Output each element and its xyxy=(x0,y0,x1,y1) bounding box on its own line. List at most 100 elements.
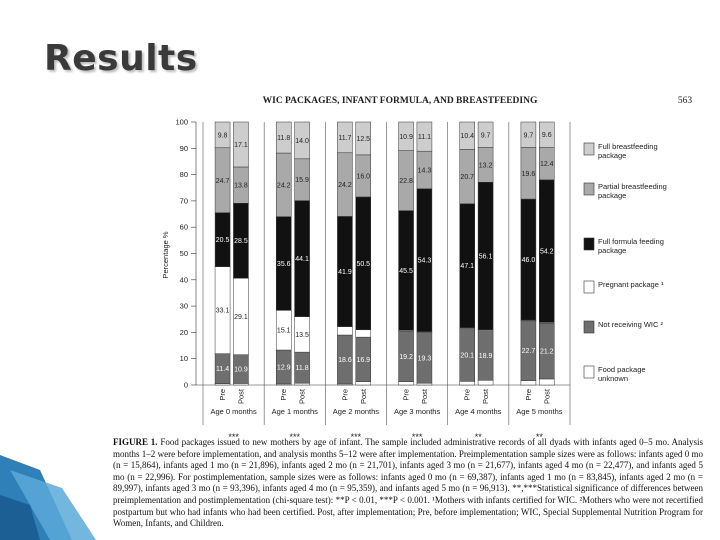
bar-segment xyxy=(539,121,555,148)
value-label: 9.6 xyxy=(542,132,552,139)
y-tick-label: 100 xyxy=(175,118,188,127)
y-tick-label: 30 xyxy=(180,302,188,311)
value-label: 28.5 xyxy=(234,238,248,245)
bar-segment xyxy=(275,121,292,154)
bar-segment xyxy=(294,382,310,386)
x-tick-label: Post xyxy=(481,388,490,404)
value-label: 20.7 xyxy=(460,174,474,181)
x-tick-label: Pre xyxy=(463,389,472,401)
bar-segment xyxy=(416,121,433,152)
legend-swatch xyxy=(583,280,595,294)
value-label: 29.1 xyxy=(234,314,248,321)
value-label: 15.1 xyxy=(277,328,291,335)
value-label: 14.3 xyxy=(418,167,432,174)
bar-segment xyxy=(214,121,231,149)
bar-segment xyxy=(520,121,537,148)
value-label: 11.4 xyxy=(216,366,229,373)
legend-swatch xyxy=(583,365,595,379)
value-label: 24.2 xyxy=(338,182,352,189)
legend-label: Full formula feeding package xyxy=(598,237,664,255)
value-label: 18.9 xyxy=(479,353,493,360)
value-label: 16.0 xyxy=(356,173,370,180)
value-label: 14.0 xyxy=(295,138,309,145)
bar-segment xyxy=(337,121,353,154)
figure-label: FIGURE 1. xyxy=(113,437,158,447)
value-label: 44.1 xyxy=(295,256,309,263)
legend-swatch xyxy=(583,320,595,334)
value-label: 12.5 xyxy=(356,136,370,143)
page-number: 563 xyxy=(678,96,693,106)
value-label: 11.8 xyxy=(277,135,290,142)
bar-segment xyxy=(355,329,372,338)
bar-segment xyxy=(398,121,414,151)
value-label: 35.6 xyxy=(277,261,291,268)
significance-label: *** xyxy=(351,432,362,442)
significance-label: ** xyxy=(536,432,544,442)
legend-label: Partial breastfeeding package xyxy=(598,182,667,200)
value-label: 18.6 xyxy=(338,357,352,364)
value-label: 24.7 xyxy=(216,178,230,185)
value-label: 20.5 xyxy=(216,237,230,244)
value-label: 19.2 xyxy=(399,354,413,361)
value-label: 41.9 xyxy=(338,269,352,276)
legend-swatch xyxy=(583,182,595,196)
value-label: 22.7 xyxy=(522,348,536,355)
y-tick-label: 70 xyxy=(180,196,188,205)
y-tick-label: 10 xyxy=(180,354,188,363)
value-label: 21.2 xyxy=(540,349,554,356)
x-tick-label: Post xyxy=(542,388,551,404)
value-label: 45.5 xyxy=(399,268,413,275)
group-label: Age 3 months xyxy=(394,407,441,416)
value-label: 16.9 xyxy=(356,357,370,364)
value-label: 9.8 xyxy=(218,132,228,139)
significance-label: *** xyxy=(412,432,423,442)
significance-label: *** xyxy=(289,432,300,442)
y-tick-label: 20 xyxy=(180,328,188,337)
legend-label: Not receiving WIC ² xyxy=(598,320,664,329)
value-label: 54.2 xyxy=(540,249,554,256)
value-label: 11.8 xyxy=(296,365,309,372)
legend-label: Full breastfeeding package xyxy=(598,142,658,160)
value-label: 46.0 xyxy=(522,257,536,264)
legend-swatch xyxy=(583,142,595,156)
significance-label: *** xyxy=(228,432,239,442)
value-label: 13.8 xyxy=(234,183,248,190)
legend-swatch xyxy=(583,237,595,251)
bar-segment xyxy=(233,121,249,168)
running-head: WIC PACKAGES, INFANT FORMULA, AND BREAST… xyxy=(263,96,538,106)
value-label: 10.9 xyxy=(234,367,248,374)
bar-segment xyxy=(355,381,372,386)
x-tick-label: Pre xyxy=(340,389,349,401)
bar-segment xyxy=(477,380,494,386)
value-label: 33.1 xyxy=(216,308,230,315)
x-tick-label: Post xyxy=(420,388,429,404)
x-tick-label: Pre xyxy=(524,389,533,401)
bar-segment xyxy=(398,381,414,386)
x-tick-label: Pre xyxy=(279,389,288,401)
value-label: 50.5 xyxy=(356,261,370,268)
value-label: 54.3 xyxy=(418,258,432,265)
value-label: 20.1 xyxy=(460,352,474,359)
bar-segment xyxy=(459,121,475,150)
group-label: Age 1 months xyxy=(272,407,319,416)
value-label: 24.2 xyxy=(277,182,291,189)
x-tick-label: Pre xyxy=(402,389,411,401)
y-tick-label: 60 xyxy=(180,223,188,232)
value-label: 10.9 xyxy=(399,134,413,141)
y-tick-label: 0 xyxy=(184,381,188,390)
value-label: 47.1 xyxy=(460,263,474,270)
legend-label: Pregnant package ¹ xyxy=(598,280,664,289)
bar-segment xyxy=(337,326,353,336)
legend-label: Food package unknown xyxy=(598,365,646,383)
x-tick-label: Post xyxy=(359,388,368,404)
bar-segment xyxy=(294,121,310,160)
y-tick-label: 80 xyxy=(180,170,188,179)
value-label: 13.5 xyxy=(295,332,309,339)
bar-segment xyxy=(477,121,494,148)
y-axis-label: Percentage % xyxy=(161,231,170,278)
significance-label: ** xyxy=(475,432,483,442)
x-tick-label: Pre xyxy=(218,389,227,401)
bar-segment xyxy=(539,378,555,386)
